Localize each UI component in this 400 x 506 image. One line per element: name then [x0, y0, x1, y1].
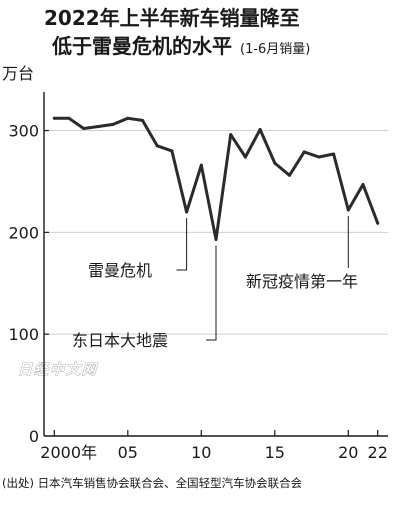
annotation-leader-1: [206, 245, 217, 341]
chart-title-line2: 低于雷曼危机的水平 (1-6月销量): [51, 34, 310, 58]
data-point-2013: [243, 155, 247, 159]
data-point-2007: [155, 144, 159, 148]
y-tick-label-300: 300: [8, 122, 39, 141]
data-point-2021: [361, 183, 365, 186]
data-point-2022: [376, 221, 380, 225]
x-tick-label-10: 10: [191, 443, 211, 462]
data-point-2011: [214, 238, 218, 241]
annotation-leader-0: [176, 218, 188, 271]
data-point-2018: [317, 155, 321, 159]
annotation-leaders: [176, 215, 349, 341]
x-tick-label-20: 20: [338, 443, 358, 462]
y-axis-unit-label: 万台: [2, 64, 34, 83]
data-point-2009: [185, 210, 189, 214]
watermark-logo: 日经中文网: [18, 361, 98, 378]
y-tick-label-0: 0: [29, 427, 39, 446]
data-point-2012: [229, 133, 233, 137]
axes: [43, 92, 388, 437]
chart-title-period: (1-6月销量): [240, 42, 310, 57]
data-point-2006: [141, 118, 144, 122]
data-point-2001: [67, 116, 71, 120]
source-note: (出处) 日本汽车销售协会联合会、全国轻型汽车协会联合会: [2, 476, 303, 490]
y-tick-label-100: 100: [8, 325, 39, 344]
data-point-2002: [82, 127, 86, 130]
annotation-label-0: 雷曼危机: [88, 261, 152, 280]
data-point-2000: [52, 116, 56, 120]
data-point-2003: [96, 125, 100, 128]
data-point-2019: [332, 152, 336, 156]
data-point-2004: [111, 122, 115, 126]
series-layer: [52, 116, 380, 241]
data-point-2010: [199, 163, 203, 167]
data-point-2005: [126, 116, 130, 120]
x-tick-label-22: 22: [368, 443, 388, 462]
x-tick-label-05: 05: [118, 443, 138, 462]
data-point-2008: [170, 149, 174, 153]
chart-title-main: 低于雷曼危机的水平: [51, 34, 232, 58]
x-tick-label-2000年: 2000年: [40, 443, 97, 462]
annotation-label-2: 新冠疫情第一年: [246, 272, 358, 291]
data-point-2020: [346, 208, 350, 212]
annotation-label-1: 东日本大地震: [72, 331, 168, 350]
data-point-2014: [258, 128, 262, 131]
data-point-2017: [302, 150, 306, 154]
x-tick-label-15: 15: [265, 443, 285, 462]
y-tick-label-200: 200: [8, 223, 39, 242]
data-point-2016: [288, 173, 291, 177]
chart-title-line1: 2022年上半年新车销量降至: [44, 6, 300, 30]
series-line: [52, 116, 380, 241]
data-point-2015: [273, 161, 277, 165]
